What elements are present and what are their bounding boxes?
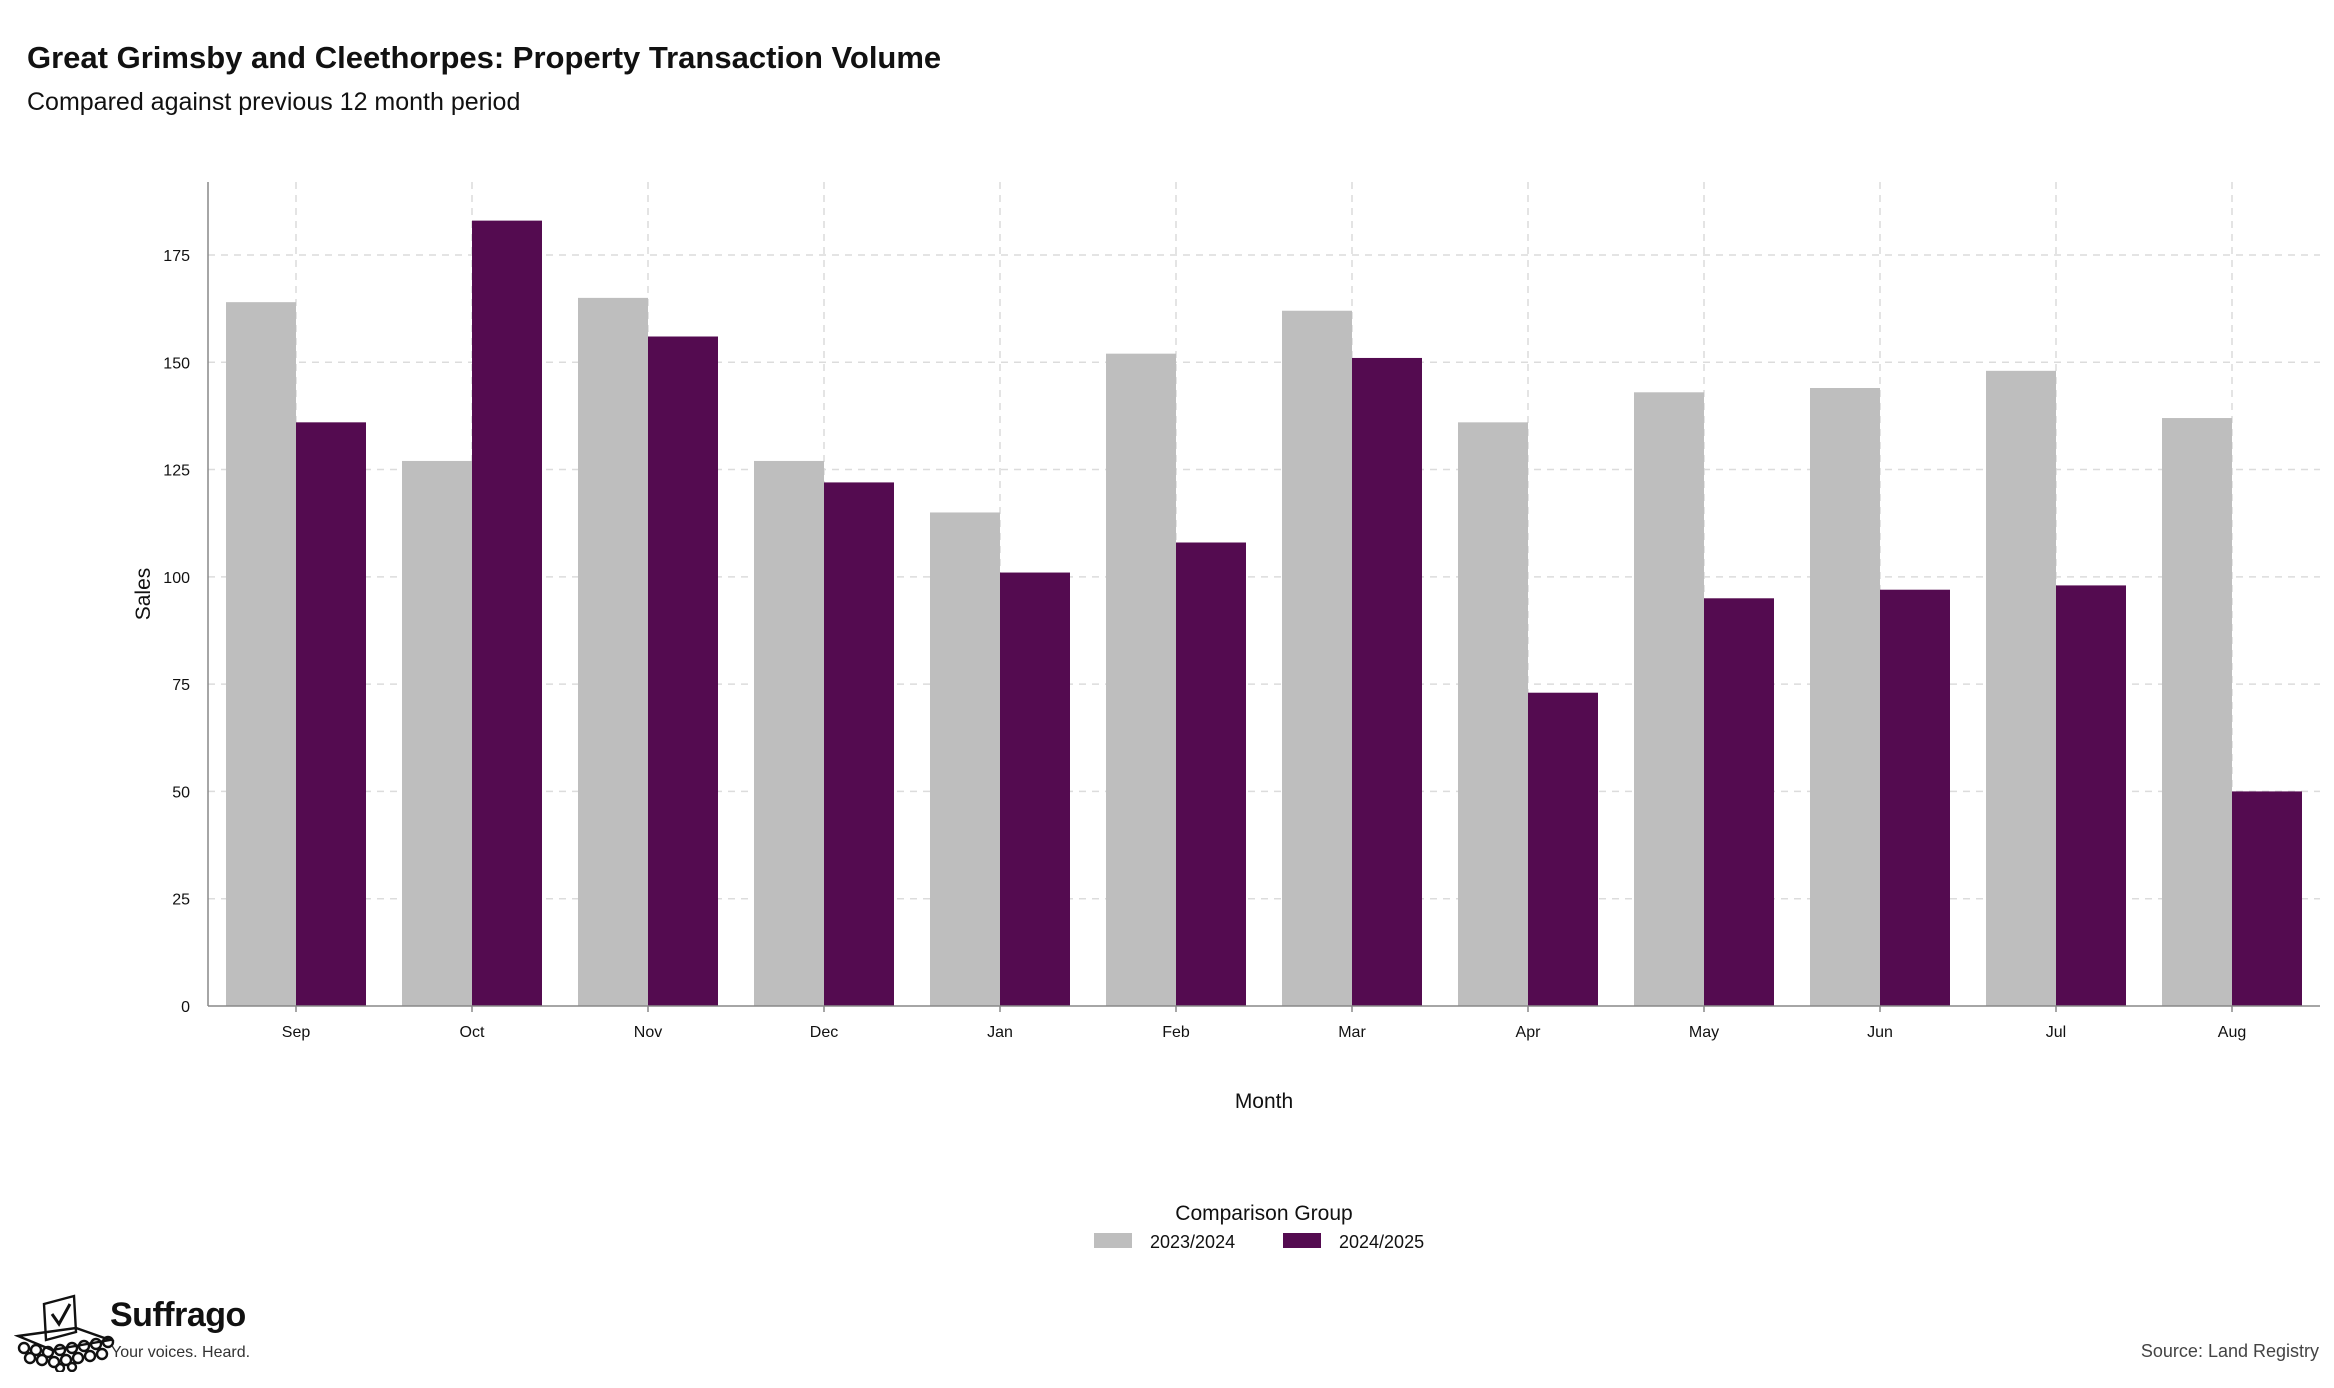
x-tick-label: Jan [987, 1024, 1013, 1041]
x-tick-label: Mar [1338, 1024, 1366, 1041]
page-subtitle: Compared against previous 12 month perio… [27, 88, 521, 116]
bar [1282, 310, 1352, 1006]
chart-tick-labels: 0 25 50 75 100 125 150 175 Sep Oct Nov Dec Jan Feb Mar… [163, 248, 2246, 1041]
x-tick-label: Sep [282, 1024, 311, 1041]
legend-label: 2024/2025 [1339, 1232, 1424, 1252]
x-tick-label: Dec [810, 1024, 838, 1041]
chart-legend: Comparison Group 2023/2024 2024/2025 [1094, 1202, 1424, 1252]
legend-title: Comparison Group [1175, 1202, 1352, 1225]
chart-axes [207, 182, 2320, 1012]
bar [824, 482, 894, 1007]
legend-swatch [1094, 1233, 1132, 1248]
bar [1810, 388, 1880, 1006]
bar [226, 302, 296, 1007]
x-tick-label: May [1689, 1024, 1719, 1041]
y-tick-label: 50 [172, 784, 190, 801]
bar [930, 512, 1000, 1006]
x-tick-label: Jun [1867, 1024, 1893, 1041]
ballot-box-icon [14, 1294, 115, 1372]
bar [1458, 422, 1528, 1006]
bar [1106, 353, 1176, 1007]
y-axis-title: Sales [132, 568, 155, 621]
bar [648, 336, 718, 1006]
bar [754, 460, 824, 1006]
x-tick-label: Apr [1516, 1024, 1542, 1041]
bar [1880, 589, 1950, 1006]
x-tick-label: Nov [634, 1024, 662, 1041]
chart-gridlines [208, 182, 2320, 1006]
y-tick-label: 150 [163, 355, 190, 372]
bar [1000, 572, 1070, 1006]
x-tick-label: Aug [2218, 1024, 2246, 1041]
bar [1634, 392, 1704, 1007]
brand-tagline: Your voices. Heard. [111, 1344, 251, 1361]
x-tick-label: Jul [2046, 1024, 2066, 1041]
legend-label: 2023/2024 [1150, 1232, 1235, 1252]
bar [2232, 791, 2302, 1006]
y-tick-label: 75 [172, 677, 190, 694]
y-tick-label: 25 [172, 892, 190, 909]
source-note: Source: Land Registry [2140, 1341, 2319, 1361]
bar [578, 297, 648, 1006]
legend-swatch [1283, 1233, 1321, 1248]
bar [402, 460, 472, 1006]
bar [296, 422, 366, 1006]
brand-name: Suffrago [110, 1296, 246, 1334]
chart-bars [226, 220, 2302, 1007]
bar [1176, 542, 1246, 1006]
bar [1704, 598, 1774, 1006]
y-tick-label: 125 [163, 463, 190, 480]
page-title: Great Grimsby and Cleethorpes: Property … [27, 40, 942, 75]
y-tick-label: 100 [163, 570, 190, 587]
x-tick-label: Feb [1162, 1024, 1190, 1041]
x-axis-title: Month [1235, 1090, 1293, 1113]
bar [2162, 418, 2232, 1007]
x-tick-label: Oct [460, 1024, 485, 1041]
bar [2056, 585, 2126, 1006]
y-tick-label: 175 [163, 248, 190, 265]
bar [1986, 370, 2056, 1006]
bar [1528, 692, 1598, 1006]
bar [472, 220, 542, 1006]
bar [1352, 357, 1422, 1006]
y-tick-label: 0 [181, 999, 190, 1016]
